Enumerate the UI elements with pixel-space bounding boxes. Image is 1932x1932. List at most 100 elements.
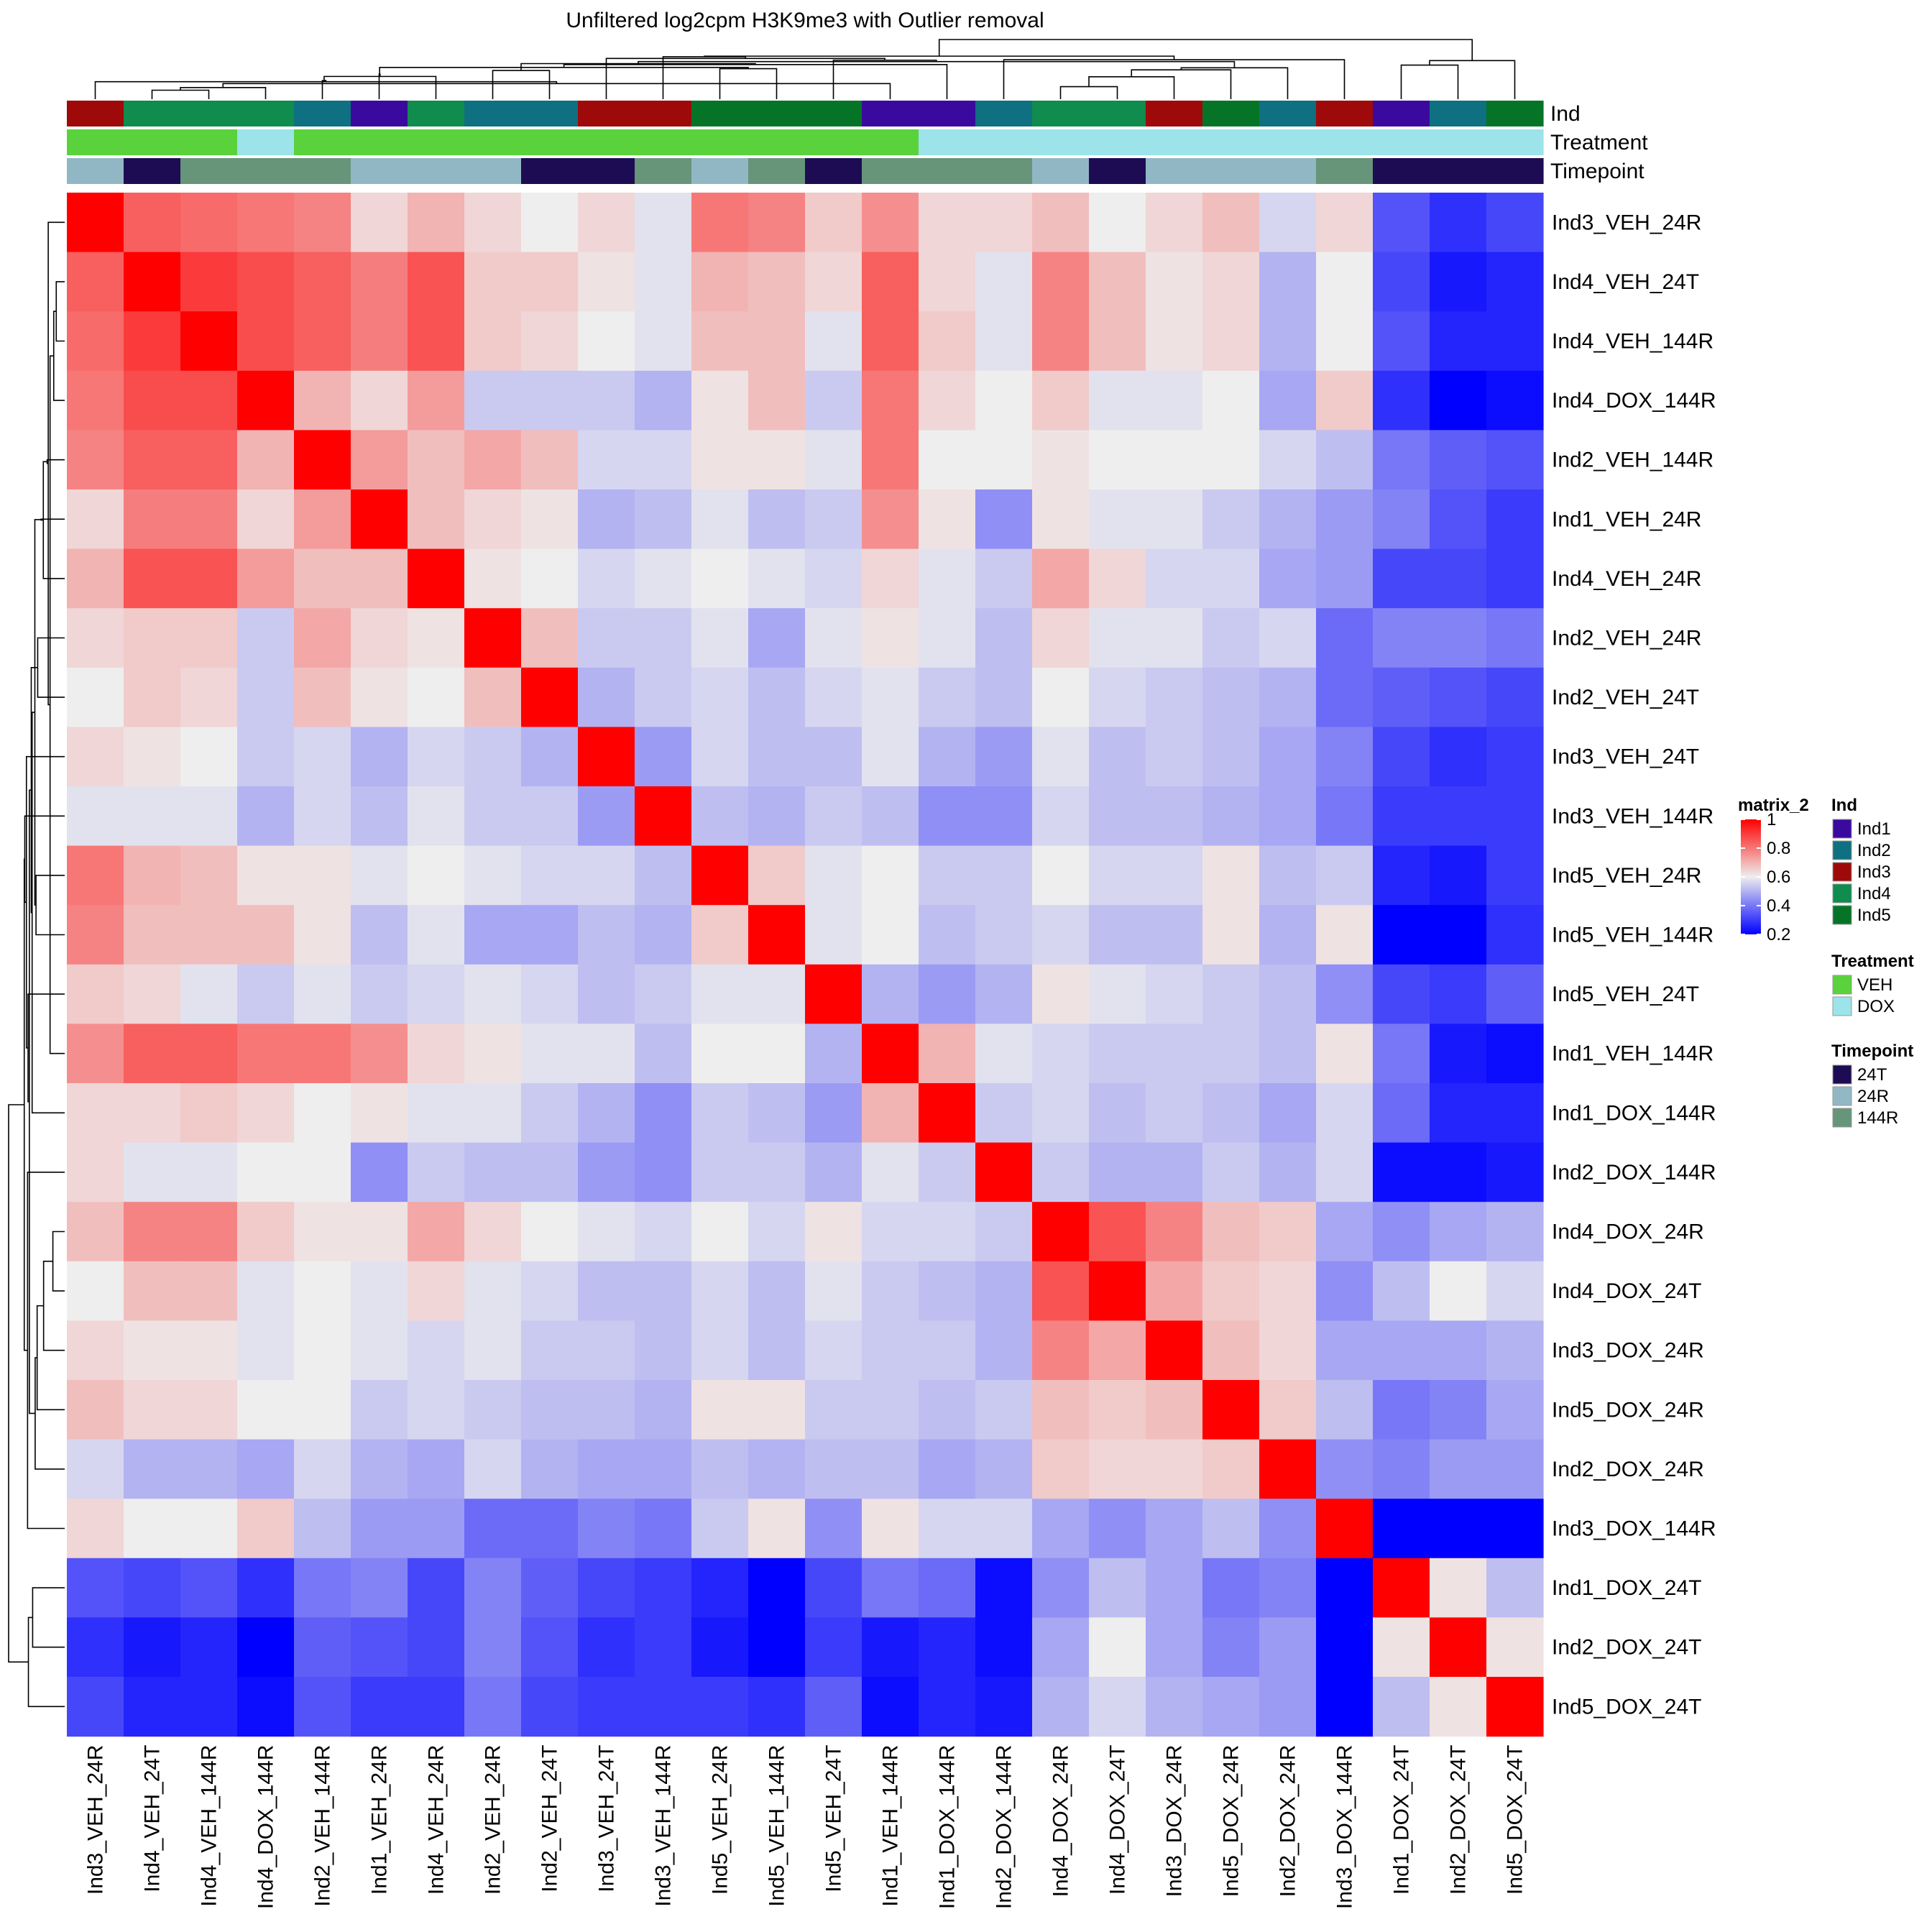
heatmap-cell	[862, 252, 919, 312]
heatmap-cell	[180, 905, 238, 965]
heatmap-cell	[521, 1083, 579, 1144]
column-annotation-bars	[67, 101, 1544, 184]
heatmap-cell	[975, 1617, 1033, 1678]
row-label: Ind3_DOX_24R	[1552, 1339, 1704, 1363]
heatmap-cell	[862, 608, 919, 668]
heatmap-cell	[919, 1617, 976, 1678]
heatmap-cell	[294, 845, 351, 906]
annotation-cell-treatment	[67, 129, 124, 155]
heatmap-cell	[975, 667, 1033, 727]
row-label: Ind2_VEH_144R	[1552, 448, 1714, 472]
heatmap-cell	[748, 489, 806, 550]
heatmap-cell	[805, 1083, 862, 1144]
heatmap-cell	[748, 1142, 806, 1202]
chart-title: Unfiltered log2cpm H3K9me3 with Outlier …	[566, 9, 1044, 32]
annotation-cell-treatment	[1032, 129, 1090, 155]
dendrogram-branch	[49, 355, 65, 1054]
heatmap-cell	[294, 311, 351, 372]
heatmap-cell	[1202, 1380, 1260, 1440]
heatmap-cell	[635, 1202, 692, 1262]
heatmap-cell	[237, 1380, 295, 1440]
heatmap-cell	[1373, 845, 1430, 906]
heatmap-cell	[1316, 548, 1374, 609]
dendrogram-branch	[31, 712, 65, 1114]
annotation-cell-treatment	[1316, 129, 1374, 155]
heatmap-cell	[919, 608, 976, 668]
heatmap-cell	[1146, 1558, 1203, 1618]
column-label: Ind4_DOX_144R	[254, 1745, 278, 1910]
heatmap-cell	[1146, 1083, 1203, 1144]
heatmap-cell	[635, 667, 692, 727]
heatmap-cell	[1146, 727, 1203, 787]
heatmap-cell	[975, 1320, 1033, 1381]
heatmap-cell	[1146, 1380, 1203, 1440]
annotation-cell-timepoint	[691, 158, 749, 184]
annotation-cell-timepoint	[635, 158, 692, 184]
heatmap-cell	[748, 430, 806, 490]
heatmap-cell	[1316, 964, 1374, 1024]
heatmap-cell	[691, 845, 749, 906]
heatmap-cell	[919, 1439, 976, 1499]
legend-title: Timepoint	[1831, 1041, 1913, 1061]
heatmap-cell	[1089, 311, 1146, 372]
dendrogram-branch	[1429, 60, 1516, 99]
heatmap-cell	[351, 370, 408, 431]
heatmap-cell	[1373, 311, 1430, 372]
row-label: Ind3_VEH_24T	[1552, 745, 1699, 769]
heatmap-cell	[975, 1677, 1033, 1737]
heatmap-cell	[521, 608, 579, 668]
annotation-cell-timepoint	[1032, 158, 1090, 184]
heatmap-cell	[1486, 193, 1544, 253]
annotation-cell-ind	[975, 101, 1033, 126]
column-label: Ind5_DOX_24T	[1504, 1745, 1527, 1895]
heatmap-cell	[180, 430, 238, 490]
heatmap-cell	[1373, 727, 1430, 787]
dendrogram-branch	[27, 1616, 65, 1708]
heatmap-cell	[1373, 370, 1430, 431]
heatmap-cell	[635, 252, 692, 312]
heatmap-cell	[464, 1439, 522, 1499]
heatmap-cell	[1259, 1261, 1317, 1321]
heatmap-cell	[237, 1261, 295, 1321]
heatmap-cell	[67, 311, 124, 372]
heatmap-cell	[351, 786, 408, 847]
heatmap-cell	[635, 193, 692, 253]
heatmap-cell	[1486, 252, 1544, 312]
heatmap-cell	[180, 608, 238, 668]
heatmap-cell	[578, 370, 635, 431]
heatmap-cell	[521, 1677, 579, 1737]
heatmap-cell	[635, 1083, 692, 1144]
heatmap-cell	[1202, 1083, 1260, 1144]
heatmap-cell	[862, 727, 919, 787]
heatmap-cell	[862, 1380, 919, 1440]
column-label: Ind4_DOX_24R	[1049, 1745, 1073, 1898]
heatmap-cell	[1486, 489, 1544, 550]
heatmap-cell	[124, 430, 181, 490]
heatmap-cell	[1486, 311, 1544, 372]
heatmap-cell	[1373, 1083, 1430, 1144]
heatmap-cell	[1316, 252, 1374, 312]
heatmap-cell	[408, 430, 465, 490]
heatmap-cell	[1486, 1202, 1544, 1262]
heatmap-cell	[1373, 786, 1430, 847]
heatmap-cell	[1032, 1320, 1090, 1381]
heatmap-cell	[237, 964, 295, 1024]
heatmap-cell	[805, 608, 862, 668]
heatmap-cell	[1373, 964, 1430, 1024]
heatmap-cell	[862, 1202, 919, 1262]
annotation-cell-ind	[408, 101, 465, 126]
heatmap-cell	[635, 1380, 692, 1440]
heatmap-cell	[578, 1261, 635, 1321]
heatmap-cell	[67, 1320, 124, 1381]
heatmap-cell	[1259, 667, 1317, 727]
heatmap-cell	[408, 311, 465, 372]
heatmap-cell	[578, 1320, 635, 1381]
annotation-cell-timepoint	[464, 158, 522, 184]
heatmap-cell	[919, 667, 976, 727]
heatmap-cells	[67, 193, 1544, 1737]
heatmap-cell	[1430, 311, 1487, 372]
heatmap-cell	[635, 1024, 692, 1084]
heatmap-cell	[1430, 845, 1487, 906]
heatmap-cell	[1373, 905, 1430, 965]
column-label: Ind3_VEH_24T	[595, 1745, 619, 1892]
